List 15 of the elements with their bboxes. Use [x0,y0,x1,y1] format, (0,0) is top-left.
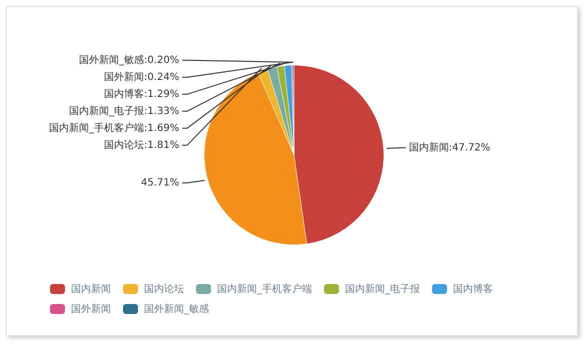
legend-label: 国内论坛 [144,282,184,296]
legend-label: 国外新闻_敏感 [144,302,209,316]
data-label: 45.71% [141,177,180,188]
category-label: 国外新闻_敏感:0.20% [79,54,180,66]
legend-label: 国内新闻_手机客户端 [217,282,312,296]
legend-label: 国内新闻 [71,282,111,296]
legend-label: 国内新闻_电子报 [345,282,420,296]
legend-label: 国外新闻 [71,302,111,316]
category-label: 国外新闻:0.24% [104,72,180,83]
legend-label: 国内博客 [453,282,493,296]
category-label: 国内新闻:47.72% [408,142,490,154]
category-label: 国内新闻_手机客户端:1.69% [49,122,180,134]
category-label: 国内论坛:1.81% [104,140,180,151]
category-label: 国内博客:1.29% [104,88,180,100]
category-label: 国内新闻_电子报:1.33% [69,106,180,117]
